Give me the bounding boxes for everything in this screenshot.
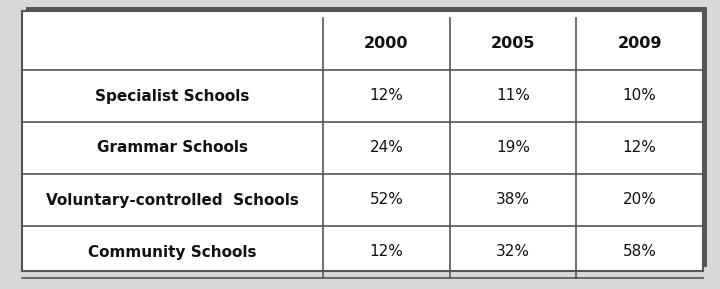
Text: 19%: 19% — [496, 140, 530, 155]
Text: 11%: 11% — [496, 88, 530, 103]
Text: 20%: 20% — [623, 192, 657, 208]
Text: 38%: 38% — [496, 192, 530, 208]
Text: 24%: 24% — [369, 140, 403, 155]
Text: 2000: 2000 — [364, 36, 409, 51]
Bar — [22, 11, 703, 271]
Text: 2005: 2005 — [491, 36, 536, 51]
Text: 58%: 58% — [623, 244, 657, 260]
Text: 10%: 10% — [623, 88, 657, 103]
Text: 52%: 52% — [369, 192, 403, 208]
Text: Grammar Schools: Grammar Schools — [97, 140, 248, 155]
Text: Specialist Schools: Specialist Schools — [95, 88, 250, 103]
Text: 2009: 2009 — [618, 36, 662, 51]
Bar — [26, 7, 707, 267]
Text: Community Schools: Community Schools — [89, 244, 257, 260]
Text: 12%: 12% — [369, 244, 403, 260]
Text: Voluntary-controlled  Schools: Voluntary-controlled Schools — [46, 192, 299, 208]
Text: 32%: 32% — [496, 244, 530, 260]
Text: 12%: 12% — [369, 88, 403, 103]
Text: 12%: 12% — [623, 140, 657, 155]
